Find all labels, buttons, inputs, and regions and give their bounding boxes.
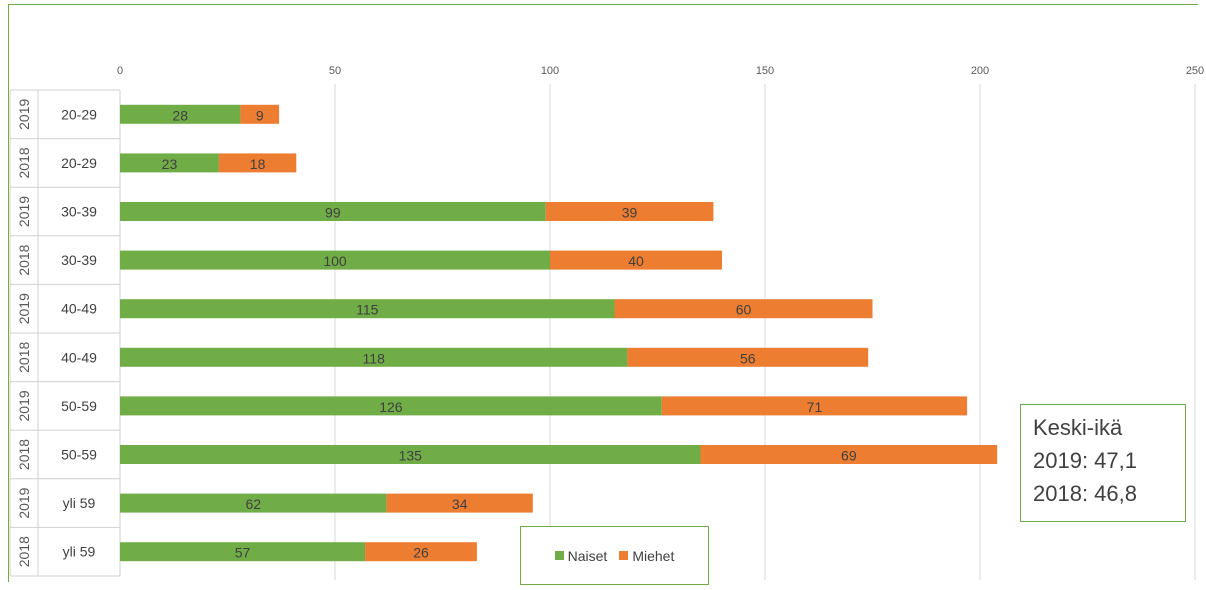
age-group-label: 50-59 [61, 447, 97, 463]
data-label-miehet: 26 [413, 545, 429, 561]
bar-miehet [365, 542, 477, 562]
legend-swatch-naiset [554, 551, 564, 560]
bar-naiset [120, 153, 219, 173]
legend-entry-miehet: Miehet [619, 548, 674, 564]
data-label-miehet: 18 [250, 156, 266, 172]
bar-miehet [386, 493, 533, 513]
data-label-miehet: 56 [740, 350, 756, 366]
average-age-note: Keski-ikä 2019: 47,1 2018: 46,8 [1020, 404, 1186, 522]
data-label-naiset: 115 [356, 302, 379, 318]
age-group-label: 30-39 [61, 252, 97, 268]
bar-naiset [120, 104, 241, 124]
data-label-naiset: 126 [379, 399, 403, 415]
data-label-naiset: 118 [363, 350, 386, 366]
data-label-miehet: 39 [622, 205, 638, 221]
data-label-miehet: 9 [256, 107, 264, 123]
data-label-miehet: 60 [736, 302, 752, 318]
x-tick-label: 150 [756, 65, 774, 77]
bar-naiset [120, 250, 550, 270]
legend-swatch-miehet [619, 551, 629, 560]
year-label: 2019 [16, 487, 32, 518]
note-line-2018: 2018: 46,8 [1033, 481, 1137, 506]
data-label-naiset: 23 [162, 156, 178, 172]
bar-miehet [218, 153, 297, 173]
legend-label-miehet: Miehet [632, 547, 675, 564]
bar-naiset [120, 396, 662, 416]
age-group-label: 40-49 [61, 349, 97, 365]
year-label: 2019 [16, 99, 32, 130]
bar-miehet [545, 202, 714, 221]
data-label-naiset: 28 [172, 107, 188, 123]
year-label: 2018 [16, 147, 32, 178]
age-group-label: 20-29 [61, 155, 97, 171]
age-group-label: 20-29 [61, 106, 97, 122]
age-group-label: yli 59 [63, 544, 96, 560]
data-label-naiset: 100 [323, 253, 347, 269]
year-label: 2018 [16, 244, 32, 275]
year-label: 2019 [16, 196, 32, 227]
note-line-2019: 2019: 47,1 [1033, 448, 1137, 473]
bar-naiset [120, 445, 701, 464]
legend-entry-naiset: Naiset [554, 547, 608, 564]
bar-miehet [614, 299, 873, 319]
year-label: 2019 [16, 293, 32, 324]
x-tick-label: 200 [971, 65, 989, 77]
x-tick-label: 250 [1186, 65, 1204, 77]
bar-naiset [120, 347, 628, 367]
year-label: 2018 [16, 439, 32, 470]
bar-naiset [120, 493, 387, 513]
year-label: 2018 [16, 536, 32, 567]
x-tick-label: 0 [117, 65, 123, 77]
data-label-miehet: 69 [841, 448, 857, 464]
bar-miehet [627, 347, 869, 367]
chart-frame [8, 4, 1198, 582]
x-tick-label: 100 [541, 65, 559, 77]
data-label-naiset: 135 [399, 448, 423, 464]
bar-miehet [240, 104, 280, 124]
age-group-label: 30-39 [61, 204, 97, 220]
legend-label-naiset: Naiset [567, 547, 608, 564]
bar-naiset [120, 542, 366, 562]
data-label-naiset: 62 [246, 496, 262, 512]
data-label-miehet: 40 [628, 253, 644, 269]
age-group-label: 40-49 [61, 301, 97, 317]
bar-naiset [120, 202, 546, 221]
year-label: 2019 [16, 390, 32, 421]
year-label: 2018 [16, 342, 32, 373]
chart-legend: Naiset Miehet [520, 526, 709, 585]
age-group-label: 50-59 [61, 398, 97, 414]
age-group-label: yli 59 [63, 495, 96, 511]
bar-miehet [550, 250, 722, 270]
bar-naiset [120, 299, 615, 319]
bar-miehet [700, 445, 998, 464]
data-label-naiset: 99 [325, 205, 341, 221]
data-label-miehet: 71 [807, 399, 823, 415]
note-line-title: Keski-ikä [1033, 415, 1123, 440]
data-label-naiset: 57 [235, 545, 251, 561]
data-label-miehet: 34 [452, 496, 468, 512]
bar-miehet [661, 396, 968, 416]
x-tick-label: 50 [329, 65, 341, 77]
